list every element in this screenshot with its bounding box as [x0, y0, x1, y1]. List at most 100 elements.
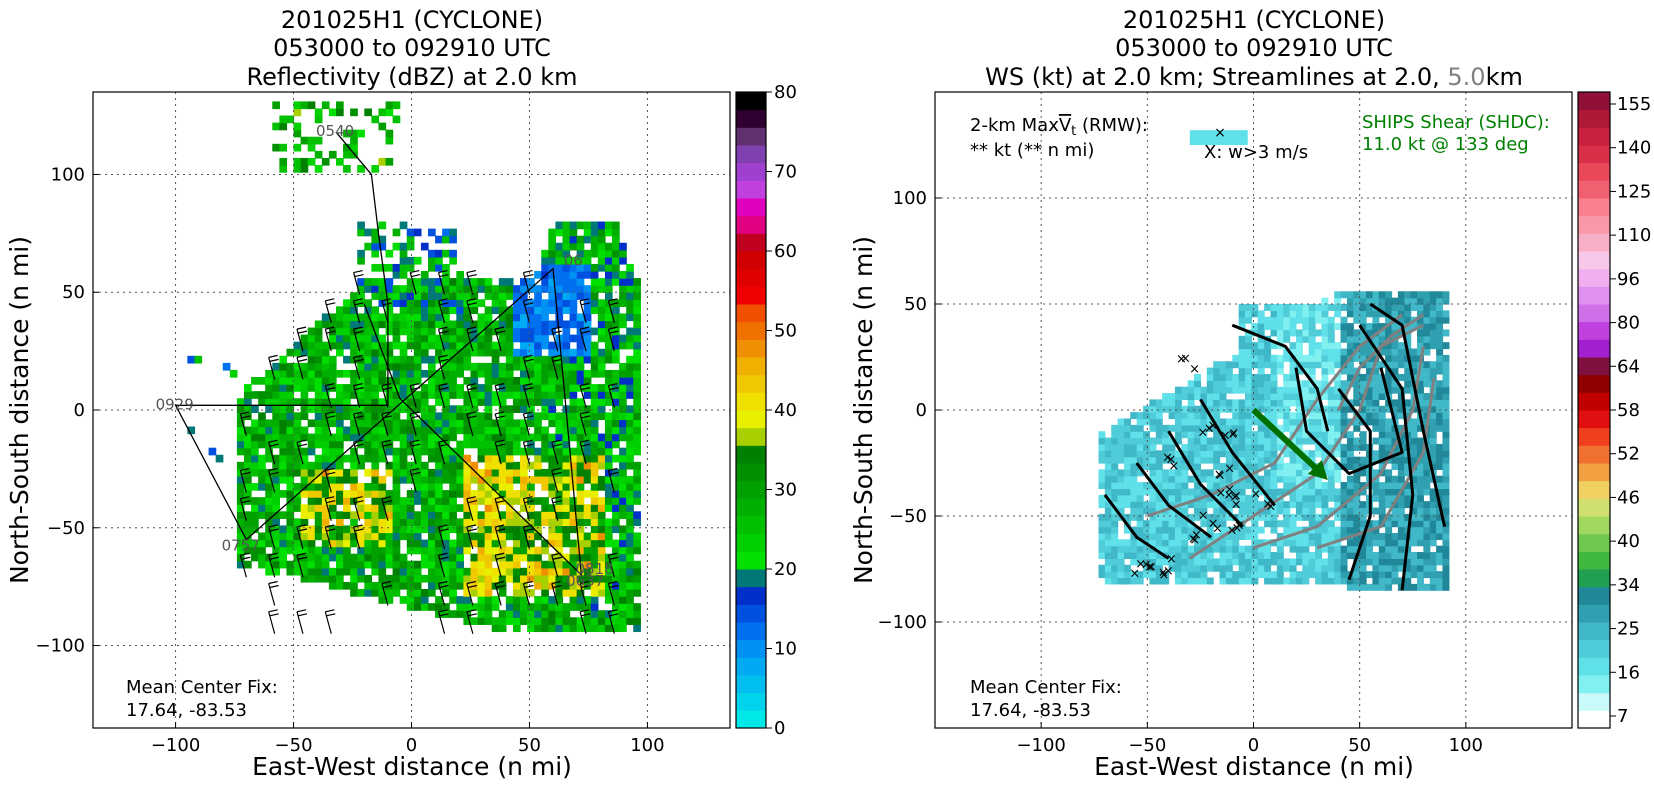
reflectivity-cell [576, 624, 585, 633]
reflectivity-cell [321, 454, 330, 463]
wind-speed-cell [1149, 539, 1157, 547]
wind-speed-cell [1283, 323, 1291, 331]
wind-barb [437, 609, 449, 634]
wind-speed-cell [1404, 552, 1412, 560]
wind-speed-cell [1397, 456, 1405, 464]
reflectivity-cell [392, 560, 401, 569]
reflectivity-cell [491, 426, 500, 435]
wind-speed-cell [1416, 564, 1424, 572]
wind-speed-cell [1308, 342, 1316, 350]
reflectivity-cell [399, 532, 408, 541]
reflectivity-cell [590, 242, 599, 251]
reflectivity-cell [364, 327, 372, 336]
reflectivity-cell [392, 391, 401, 399]
wind-speed-cell [1225, 552, 1233, 560]
wind-speed-cell [1340, 380, 1348, 388]
reflectivity-cell [633, 278, 641, 286]
dbz-color-step [736, 109, 766, 128]
reflectivity-cell [399, 391, 408, 399]
wind-speed-cell [1232, 577, 1240, 585]
reflectivity-cell [569, 539, 578, 548]
reflectivity-cell [350, 454, 358, 463]
right-title-line2: 053000 to 092910 UTC [1115, 34, 1393, 62]
reflectivity-cell [420, 405, 429, 413]
reflectivity-field [187, 101, 641, 634]
wind-speed-cell [1366, 361, 1374, 369]
wind-speed-cell [1359, 380, 1367, 388]
reflectivity-cell [534, 567, 542, 576]
max-vt-line1: 2-km MaxVt (RMW): [970, 115, 1148, 139]
wind-speed-cell [1208, 130, 1216, 146]
wind-speed-cell [1283, 513, 1291, 521]
reflectivity-cell [236, 518, 245, 527]
reflectivity-cell [583, 235, 592, 244]
wind-speed-cell [1264, 558, 1272, 566]
reflectivity-cell [300, 433, 309, 442]
wind-speed-cell [1391, 399, 1399, 407]
wind-speed-cell [1366, 539, 1374, 547]
reflectivity-cell [293, 560, 302, 569]
reflectivity-cell [498, 341, 507, 350]
reflectivity-cell [385, 263, 394, 272]
wind-barb [268, 467, 279, 493]
wind-barb [466, 269, 477, 295]
reflectivity-cell [392, 454, 401, 463]
reflectivity-cell [420, 384, 429, 392]
reflectivity-cell [378, 532, 387, 541]
wind-speed-cell [1219, 545, 1227, 553]
reflectivity-cell [548, 263, 557, 272]
reflectivity-cell [541, 320, 549, 329]
reflectivity-cell [399, 405, 408, 413]
reflectivity-cell [463, 468, 472, 477]
wind-speed-cell [1353, 526, 1361, 534]
reflectivity-cell [505, 355, 514, 364]
reflectivity-cell [463, 546, 472, 555]
reflectivity-cell [336, 539, 344, 548]
reflectivity-cell [541, 624, 549, 633]
reflectivity-cell [371, 334, 380, 343]
updraft-marker: × [1166, 552, 1177, 567]
reflectivity-cell [307, 405, 316, 413]
reflectivity-cell [364, 532, 372, 541]
wind-speed-cell [1308, 564, 1316, 572]
reflectivity-cell [251, 553, 259, 562]
reflectivity-cell [350, 553, 358, 562]
updraft-marker: × [1229, 490, 1240, 505]
wind-speed-cell [1436, 412, 1444, 420]
wind-speed-cell [1327, 488, 1335, 496]
reflectivity-cell [619, 433, 627, 442]
reflectivity-cell [484, 348, 493, 357]
reflectivity-cell [548, 518, 557, 527]
wind-barb [324, 524, 336, 550]
wind-speed-cell [1391, 545, 1399, 553]
wind-speed-cell [1289, 310, 1297, 318]
reflectivity-cell [498, 447, 507, 456]
reflectivity-cell [371, 377, 380, 385]
reflectivity-cell [392, 398, 401, 406]
wind-speed-cell [1404, 564, 1412, 572]
wind-speed-cell [1251, 526, 1259, 534]
reflectivity-cell [520, 313, 528, 322]
ws-color-step [1578, 233, 1610, 252]
wind-speed-cell [1308, 475, 1316, 483]
wind-speed-cell [1378, 310, 1386, 318]
wind-speed-cell [1213, 558, 1221, 566]
wind-speed-cell [1436, 577, 1444, 585]
reflectivity-cell [633, 610, 641, 618]
wind-speed-cell [1436, 393, 1444, 401]
reflectivity-cell [569, 405, 578, 413]
reflectivity-cell [435, 249, 443, 258]
wind-speed-cell [1327, 545, 1335, 553]
reflectivity-cell [498, 391, 507, 399]
reflectivity-cell [484, 362, 493, 371]
reflectivity-cell [265, 369, 273, 378]
reflectivity-cell [576, 433, 585, 442]
wind-speed-cell [1251, 393, 1259, 401]
reflectivity-cell [413, 567, 422, 576]
reflectivity-cell [612, 504, 620, 512]
wind-speed-cell [1238, 386, 1246, 394]
reflectivity-cell [420, 525, 429, 534]
reflectivity-cell [435, 256, 443, 265]
reflectivity-cell [364, 391, 372, 399]
reflectivity-cell [484, 581, 493, 590]
